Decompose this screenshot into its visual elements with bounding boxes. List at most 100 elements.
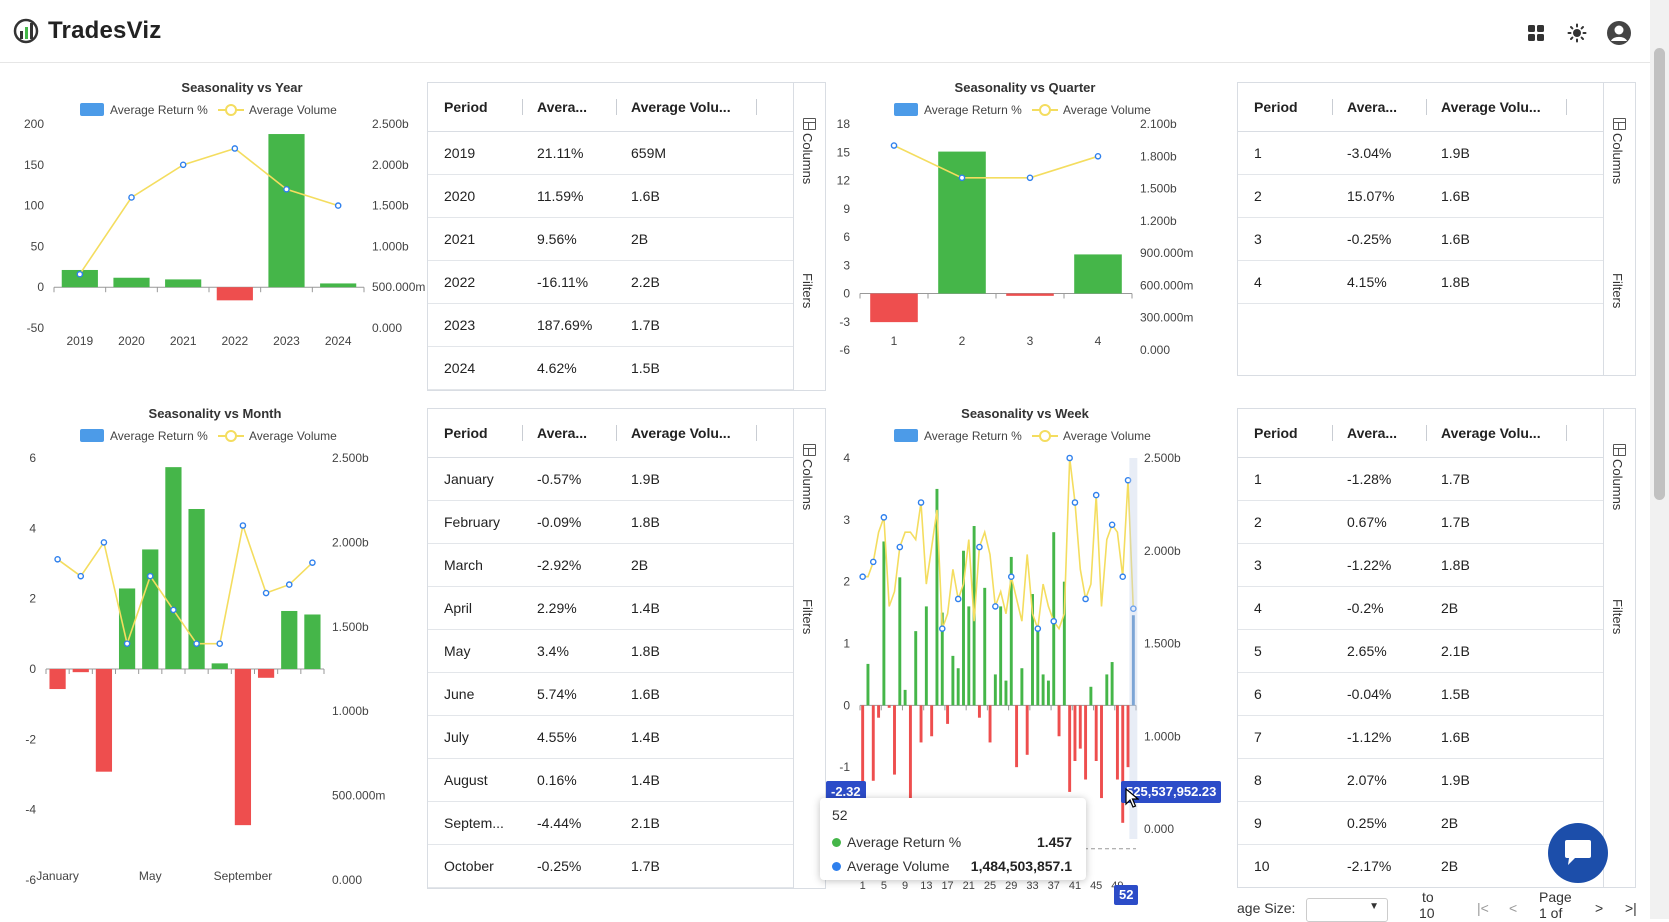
point-volume[interactable] — [1082, 595, 1089, 603]
bar-return[interactable] — [257, 669, 275, 678]
bar-return[interactable] — [1131, 615, 1135, 706]
point-volume[interactable] — [262, 589, 270, 597]
table-row[interactable]: 7 -1.12% 1.6B — [1238, 715, 1603, 759]
point-volume[interactable] — [309, 559, 316, 566]
point-volume[interactable] — [283, 185, 290, 193]
table-row[interactable]: 1 -3.04% 1.9B — [1238, 131, 1603, 175]
table-row[interactable]: 10 -2.17% 2B — [1238, 844, 1603, 887]
sun-icon[interactable] — [1564, 20, 1590, 46]
bar-return[interactable] — [908, 705, 912, 840]
bar-return[interactable] — [882, 541, 886, 706]
point-volume[interactable] — [123, 640, 131, 647]
table-row[interactable]: 2021 9.56% 2B — [428, 217, 793, 261]
filters-tab[interactable]: Filters — [800, 273, 815, 309]
first-page-icon[interactable]: |< — [1477, 900, 1489, 916]
bar-return[interactable] — [993, 674, 997, 706]
bar-return[interactable] — [113, 277, 150, 288]
page-scrollbar[interactable] — [1650, 0, 1669, 919]
table-row[interactable]: 9 0.25% 2B — [1238, 801, 1603, 845]
point-volume[interactable] — [77, 572, 85, 580]
bar-return[interactable] — [142, 549, 159, 669]
column-resize-handle[interactable] — [1332, 99, 1333, 115]
bar-return[interactable] — [962, 550, 965, 706]
columns-tab[interactable]: Columns — [1610, 459, 1625, 511]
last-page-icon[interactable]: >| — [1625, 900, 1637, 916]
point-volume[interactable] — [231, 145, 239, 152]
bar-return[interactable] — [919, 705, 923, 743]
point-volume[interactable] — [1066, 454, 1073, 462]
point-volume[interactable] — [1007, 573, 1015, 581]
chart-legend[interactable]: Average Return % Average Volume — [894, 429, 1151, 443]
point-volume[interactable] — [890, 142, 898, 149]
bar-return[interactable] — [999, 606, 1003, 706]
grid-header-cell[interactable]: Period — [444, 99, 488, 115]
table-row[interactable]: 3 -1.22% 1.8B — [1238, 543, 1603, 587]
table-row[interactable]: August 0.16% 1.4B — [428, 758, 793, 802]
table-row[interactable]: 2020 11.59% 1.6B — [428, 174, 793, 218]
point-volume[interactable] — [992, 603, 999, 610]
app-logo[interactable]: TradesViz — [12, 16, 161, 46]
point-volume[interactable] — [170, 606, 177, 614]
table-row[interactable]: 4 4.15% 1.8B — [1238, 260, 1603, 304]
chat-button[interactable] — [1548, 823, 1608, 883]
table-row[interactable]: 2019 21.11% 659M — [428, 131, 793, 175]
point-volume[interactable] — [1094, 152, 1102, 160]
prev-page-icon[interactable]: < — [1509, 900, 1518, 916]
column-resize-handle[interactable] — [1332, 425, 1333, 441]
bar-return[interactable] — [268, 134, 305, 288]
table-row[interactable]: February -0.09% 1.8B — [428, 500, 793, 544]
grid-header-cell[interactable]: Average Volu... — [631, 425, 731, 441]
bar-return[interactable] — [61, 269, 98, 288]
bar-return[interactable] — [967, 606, 971, 706]
point-volume[interactable] — [76, 270, 84, 278]
point-volume[interactable] — [179, 161, 187, 169]
bar-return[interactable] — [1121, 705, 1125, 823]
column-resize-handle[interactable] — [616, 425, 617, 441]
grid-header-cell[interactable]: Average Volu... — [1441, 99, 1541, 115]
bar-return[interactable] — [95, 669, 113, 772]
point-volume[interactable] — [285, 581, 293, 588]
chart-legend[interactable]: Average Return % Average Volume — [80, 429, 337, 443]
column-resize-handle[interactable] — [756, 425, 757, 441]
table-row[interactable]: 5 2.65% 2.1B — [1238, 629, 1603, 673]
point-volume[interactable] — [1108, 521, 1116, 529]
point-volume[interactable] — [100, 539, 108, 546]
table-row[interactable]: 3 -0.25% 1.6B — [1238, 217, 1603, 261]
bar-return[interactable] — [1074, 254, 1122, 294]
bar-return[interactable] — [861, 705, 865, 785]
point-volume[interactable] — [1119, 573, 1127, 581]
grid-header-cell[interactable]: Period — [1254, 99, 1298, 115]
point-volume[interactable] — [1092, 491, 1100, 499]
bar-return[interactable] — [1020, 668, 1024, 706]
bar-return[interactable] — [1004, 680, 1008, 706]
chart-legend[interactable]: Average Return % Average Volume — [894, 103, 1151, 117]
table-row[interactable]: 2022 -16.11% 2.2B — [428, 260, 793, 304]
bar-return[interactable] — [320, 283, 357, 288]
table-row[interactable]: July 4.55% 1.4B — [428, 715, 793, 759]
bar-return[interactable] — [988, 705, 992, 743]
bar-return[interactable] — [1068, 705, 1072, 792]
table-row[interactable]: 2 15.07% 1.6B — [1238, 174, 1603, 218]
point-volume[interactable] — [239, 522, 247, 529]
point-volume[interactable] — [1124, 476, 1132, 484]
bar-return[interactable] — [951, 655, 955, 706]
bar-return[interactable] — [1078, 705, 1082, 749]
bar-return[interactable] — [1094, 705, 1098, 761]
bar-return[interactable] — [903, 689, 907, 706]
bar-return[interactable] — [1110, 662, 1114, 706]
bar-return[interactable] — [211, 663, 228, 669]
point-volume[interactable] — [917, 499, 925, 506]
table-row[interactable]: March -2.92% 2B — [428, 543, 793, 587]
point-volume[interactable] — [1071, 499, 1079, 506]
bar-return[interactable] — [1006, 293, 1054, 296]
grid-header-cell[interactable]: Average Volu... — [631, 99, 731, 115]
bar-return[interactable] — [924, 606, 928, 706]
bar-return[interactable] — [1041, 674, 1045, 706]
bar-return[interactable] — [898, 577, 902, 706]
bar-return[interactable] — [165, 467, 182, 669]
point-volume[interactable] — [1034, 625, 1042, 632]
columns-tab[interactable]: Columns — [800, 133, 815, 185]
bar-return[interactable] — [935, 488, 939, 706]
point-volume[interactable] — [1026, 174, 1034, 182]
bar-return[interactable] — [977, 705, 981, 718]
